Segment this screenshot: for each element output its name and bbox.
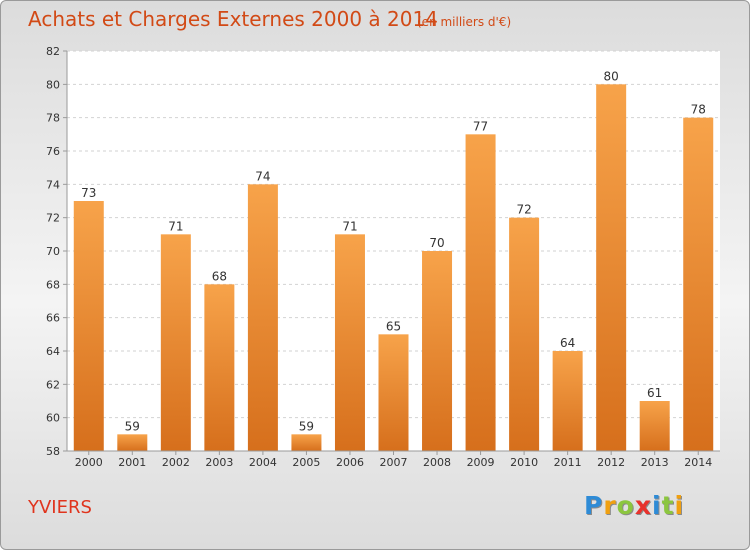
y-tick-label: 76	[46, 145, 60, 158]
bar-2014	[683, 117, 714, 452]
logo-letter: i	[674, 491, 685, 520]
x-tick-label-2003: 2003	[205, 456, 233, 469]
y-tick-label: 72	[46, 212, 60, 225]
bar-2012	[596, 84, 627, 451]
bar-2010	[509, 217, 540, 451]
logo-letter: P	[584, 491, 604, 520]
data-label-2013: 61	[647, 386, 662, 400]
data-label-2005: 59	[299, 419, 314, 433]
bar-2000	[73, 201, 104, 451]
logo-letter: t	[661, 491, 675, 520]
data-label-2007: 65	[386, 319, 401, 333]
chart-title: Achats et Charges Externes 2000 à 2014	[28, 7, 438, 31]
data-label-2010: 72	[516, 203, 531, 217]
bar-2011	[552, 351, 583, 451]
data-label-2002: 71	[168, 219, 183, 233]
bar-2007	[378, 334, 409, 451]
x-tick-label-2000: 2000	[75, 456, 103, 469]
bar-2001	[117, 434, 148, 451]
y-tick-label: 66	[46, 312, 60, 325]
x-tick-label-2008: 2008	[423, 456, 451, 469]
x-tick-label-2010: 2010	[510, 456, 538, 469]
x-tick-label-2009: 2009	[467, 456, 495, 469]
x-tick-label-2014: 2014	[684, 456, 712, 469]
y-tick-label: 82	[46, 45, 60, 58]
bar-2009	[465, 134, 496, 452]
bar-2003	[204, 284, 235, 451]
x-axis-labels: 2000 2001 2002 2003 2004 2005 2006 2007 2008 2009…	[75, 451, 712, 469]
bar-2004	[247, 184, 278, 452]
y-tick-label: 78	[46, 112, 60, 125]
bar-2013	[639, 401, 670, 451]
data-label-2009: 77	[473, 119, 488, 133]
x-tick-label-2006: 2006	[336, 456, 364, 469]
y-axis-labels: 58 60 62 64 66 68 70 72 74 76 78 80 82	[46, 45, 60, 458]
x-tick-label-2012: 2012	[597, 456, 625, 469]
data-label-2006: 71	[342, 219, 357, 233]
y-tick-label: 68	[46, 278, 60, 291]
commune-name: YVIERS	[28, 497, 92, 518]
x-tick-label-2011: 2011	[554, 456, 582, 469]
data-label-2000: 73	[81, 186, 96, 200]
y-tick-label: 58	[46, 445, 60, 458]
x-tick-label-2007: 2007	[380, 456, 408, 469]
y-tick-label: 60	[46, 412, 60, 425]
x-tick-label-2013: 2013	[641, 456, 669, 469]
y-tick-label: 80	[46, 78, 60, 91]
y-tick-label: 64	[46, 345, 60, 358]
proxiti-logo[interactable]: Proxiti	[584, 491, 684, 520]
x-tick-label-2001: 2001	[118, 456, 146, 469]
data-label-2011: 64	[560, 336, 575, 350]
x-tick-label-2002: 2002	[162, 456, 190, 469]
bars: 73 59 71 68 74 59 71 65 70 77 72 64 80 61 78	[73, 69, 714, 452]
bar-2008	[422, 251, 453, 451]
data-label-2001: 59	[125, 419, 140, 433]
x-tick-label-2005: 2005	[292, 456, 320, 469]
x-tick-label-2004: 2004	[249, 456, 277, 469]
data-label-2004: 74	[255, 169, 270, 183]
bar-2005	[291, 434, 322, 451]
chart-subtitle: (en milliers d'€)	[417, 15, 512, 29]
logo-letter: o	[616, 491, 635, 520]
y-tick-label: 62	[46, 378, 60, 391]
data-label-2012: 80	[604, 69, 619, 83]
logo-letter: i	[652, 491, 662, 520]
bar-2006	[334, 234, 365, 451]
data-label-2008: 70	[429, 236, 444, 250]
data-label-2014: 78	[691, 103, 706, 117]
logo-letter: r	[603, 491, 617, 520]
logo-letter: x	[634, 491, 652, 520]
y-tick-label: 74	[46, 178, 60, 191]
y-tick-label: 70	[46, 245, 60, 258]
data-label-2003: 68	[212, 269, 227, 283]
bar-2002	[160, 234, 191, 451]
